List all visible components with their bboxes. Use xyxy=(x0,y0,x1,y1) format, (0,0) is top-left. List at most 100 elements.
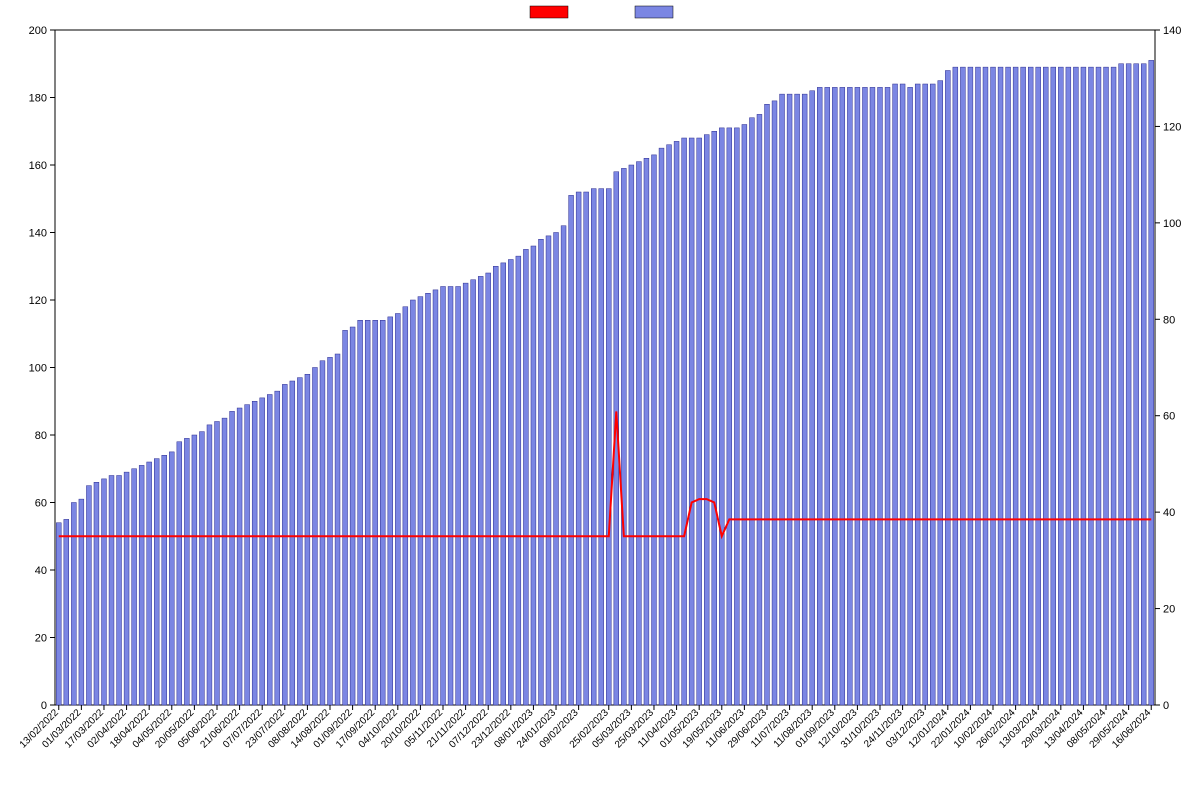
y-left-tick-label: 20 xyxy=(35,633,47,645)
bar xyxy=(1081,67,1086,705)
bar xyxy=(523,249,528,705)
bar xyxy=(1021,67,1026,705)
bar xyxy=(463,283,468,705)
bar xyxy=(508,260,513,706)
bar xyxy=(343,330,348,705)
bar xyxy=(109,476,114,706)
y-right-tick-label: 0 xyxy=(1163,700,1169,712)
bar xyxy=(878,87,883,705)
bar xyxy=(177,442,182,705)
bar xyxy=(539,239,544,705)
bar xyxy=(350,327,355,705)
y-right-tick-label: 140 xyxy=(1163,25,1181,37)
bar xyxy=(893,84,898,705)
bar xyxy=(659,148,664,705)
bar xyxy=(1058,67,1063,705)
bar xyxy=(1043,67,1048,705)
bar xyxy=(335,354,340,705)
bar xyxy=(546,236,551,705)
bar xyxy=(418,297,423,705)
bar xyxy=(305,374,310,705)
bar xyxy=(1073,67,1078,705)
bar xyxy=(960,67,965,705)
bar xyxy=(1006,67,1011,705)
bar xyxy=(297,378,302,705)
bar xyxy=(953,67,958,705)
bar xyxy=(810,91,815,705)
bar xyxy=(260,398,265,705)
bar xyxy=(757,114,762,705)
bar xyxy=(772,101,777,705)
bar xyxy=(86,486,91,705)
bar xyxy=(840,87,845,705)
bar xyxy=(471,280,476,705)
y-left-tick-label: 200 xyxy=(29,25,47,37)
bar xyxy=(199,432,204,705)
bar xyxy=(215,422,220,706)
bar xyxy=(636,162,641,705)
bar xyxy=(1149,60,1154,705)
bar xyxy=(516,256,521,705)
bar xyxy=(71,503,76,706)
y-left-tick-label: 0 xyxy=(41,700,47,712)
bar xyxy=(237,408,242,705)
y-right-tick-label: 20 xyxy=(1163,604,1175,616)
bar xyxy=(282,384,287,705)
bar xyxy=(644,158,649,705)
y-left-tick-label: 140 xyxy=(29,228,47,240)
legend-swatch xyxy=(530,6,568,18)
bar xyxy=(94,482,99,705)
bar xyxy=(1089,67,1094,705)
bar xyxy=(478,276,483,705)
bar xyxy=(207,425,212,705)
bar xyxy=(290,381,295,705)
bar xyxy=(621,168,626,705)
bar xyxy=(230,411,235,705)
bar xyxy=(704,135,709,705)
y-left-tick-label: 180 xyxy=(29,93,47,105)
chart-container: 0204060801001201401601802000204060801001… xyxy=(0,0,1200,800)
bar xyxy=(192,435,197,705)
bar xyxy=(403,307,408,705)
bar xyxy=(802,94,807,705)
bar xyxy=(968,67,973,705)
bar xyxy=(599,189,604,705)
bar xyxy=(727,128,732,705)
bar xyxy=(930,84,935,705)
bar xyxy=(652,155,657,705)
bar xyxy=(456,287,461,706)
y-right-tick-label: 40 xyxy=(1163,507,1175,519)
y-left-tick-label: 160 xyxy=(29,160,47,172)
bar xyxy=(749,118,754,705)
bar xyxy=(780,94,785,705)
bar xyxy=(862,87,867,705)
bar xyxy=(584,192,589,705)
y-left-tick-label: 80 xyxy=(35,430,47,442)
bar xyxy=(245,405,250,705)
bar xyxy=(1126,64,1131,705)
bar xyxy=(486,273,491,705)
bar xyxy=(667,145,672,705)
bar xyxy=(629,165,634,705)
bar xyxy=(825,87,830,705)
bar xyxy=(433,290,438,705)
bar xyxy=(358,320,363,705)
bar xyxy=(697,138,702,705)
bar xyxy=(1036,67,1041,705)
bar xyxy=(132,469,137,705)
bar xyxy=(102,479,107,705)
bar xyxy=(373,320,378,705)
bar xyxy=(410,300,415,705)
bar xyxy=(531,246,536,705)
bar xyxy=(975,67,980,705)
bar xyxy=(267,395,272,706)
bar xyxy=(606,189,611,705)
bar xyxy=(561,226,566,705)
bar xyxy=(908,87,913,705)
bar xyxy=(1066,67,1071,705)
bar xyxy=(184,438,189,705)
bar xyxy=(712,131,717,705)
bar xyxy=(1013,67,1018,705)
y-right-tick-label: 100 xyxy=(1163,218,1181,230)
bar xyxy=(1119,64,1124,705)
